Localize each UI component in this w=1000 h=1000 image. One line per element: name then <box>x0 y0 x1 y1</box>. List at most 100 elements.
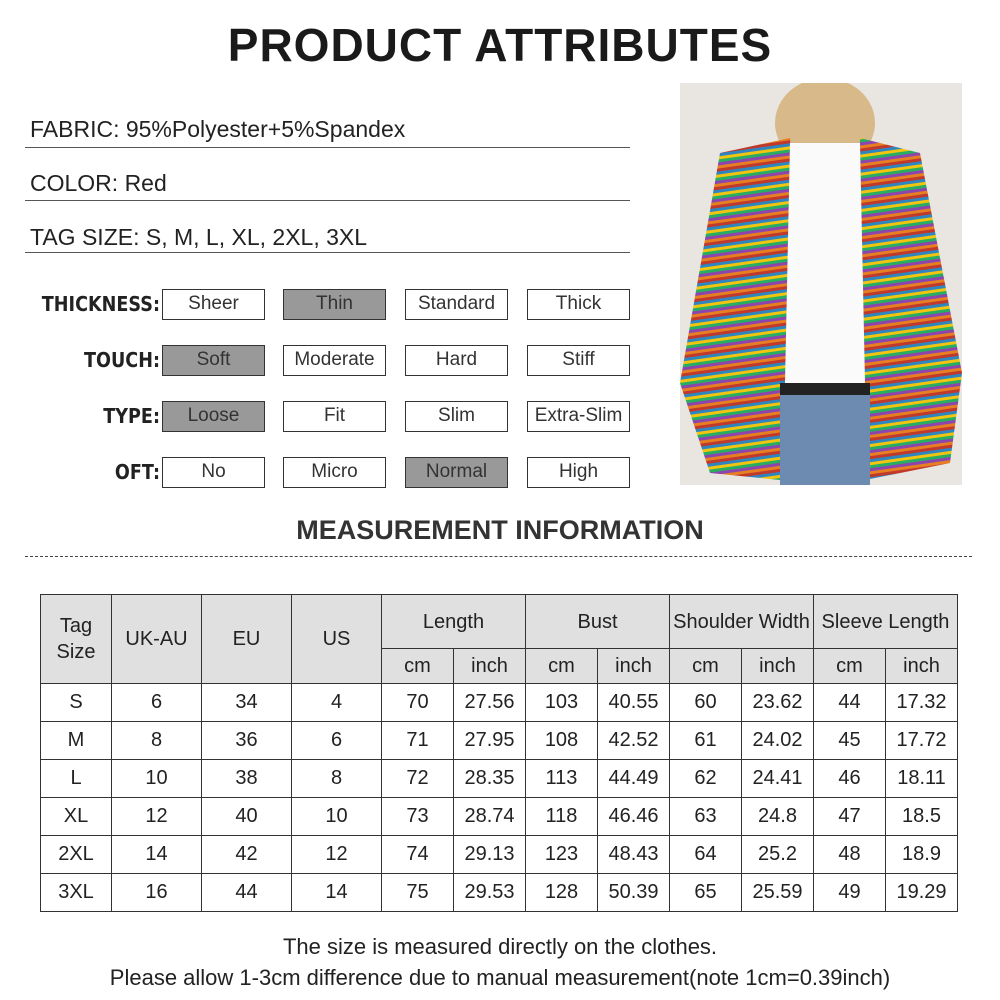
table-cell: 44.49 <box>597 759 670 798</box>
table-cell: 75 <box>381 873 454 912</box>
attribute-option: Slim <box>405 401 508 432</box>
table-cell: 14 <box>291 873 382 912</box>
table-cell: 10 <box>111 759 202 798</box>
header-eu: EU <box>201 594 292 684</box>
table-cell: 16 <box>111 873 202 912</box>
header-unit-inch: inch <box>741 648 814 684</box>
table-cell: 17.72 <box>885 721 958 760</box>
table-row: 2XL 14 42 12 74 29.13 123 48.43 64 25.2 48 18.9 <box>40 835 958 874</box>
table-cell: 4 <box>291 683 382 722</box>
attribute-option: Hard <box>405 345 508 376</box>
attribute-option: Normal <box>405 457 508 488</box>
attribute-option: Soft <box>162 345 265 376</box>
footer-note-2: Please allow 1-3cm difference due to man… <box>109 965 891 990</box>
header-unit-cm: cm <box>669 648 742 684</box>
table-cell: 18.11 <box>885 759 958 798</box>
table-cell: 42.52 <box>597 721 670 760</box>
table-cell: 29.53 <box>453 873 526 912</box>
table-cell: 27.56 <box>453 683 526 722</box>
table-cell: 48.43 <box>597 835 670 874</box>
attribute-label: TYPE: <box>103 404 160 428</box>
table-cell: 64 <box>669 835 742 874</box>
product-photo <box>680 83 962 485</box>
table-cell: 63 <box>669 797 742 836</box>
table-cell: 34 <box>201 683 292 722</box>
table-cell: 44 <box>813 683 886 722</box>
table-cell: 45 <box>813 721 886 760</box>
table-cell: M <box>40 721 112 760</box>
table-cell: 28.74 <box>453 797 526 836</box>
attribute-label: THICKNESS: <box>41 292 161 316</box>
table-cell: 29.13 <box>453 835 526 874</box>
header-bust: Bust <box>525 594 670 649</box>
header-us: US <box>291 594 382 684</box>
dashed-divider <box>25 556 972 557</box>
table-cell: L <box>40 759 112 798</box>
table-cell: 27.95 <box>453 721 526 760</box>
header-unit-inch: inch <box>453 648 526 684</box>
table-cell: 18.9 <box>885 835 958 874</box>
table-row: 3XL 16 44 14 75 29.53 128 50.39 65 25.59 49 19.29 <box>40 873 958 912</box>
table-cell: 10 <box>291 797 382 836</box>
table-cell: XL <box>40 797 112 836</box>
attribute-option: Thick <box>527 289 630 320</box>
table-cell: 8 <box>111 721 202 760</box>
table-cell: 28.35 <box>453 759 526 798</box>
table-cell: 60 <box>669 683 742 722</box>
table-cell: 40 <box>201 797 292 836</box>
table-cell: 24.41 <box>741 759 814 798</box>
header-sleeve-length: Sleeve Length <box>813 594 958 649</box>
attribute-label: OFT: <box>114 460 160 484</box>
table-cell: 42 <box>201 835 292 874</box>
header-tag-size: Tag Size <box>40 594 112 684</box>
divider <box>25 147 630 148</box>
table-cell: 12 <box>111 797 202 836</box>
header-uk-au: UK-AU <box>111 594 202 684</box>
attribute-option: Loose <box>162 401 265 432</box>
page-title: PRODUCT ATTRIBUTES <box>227 19 773 71</box>
table-cell: 46 <box>813 759 886 798</box>
header-unit-inch: inch <box>597 648 670 684</box>
table-cell: 118 <box>525 797 598 836</box>
table-cell: 72 <box>381 759 454 798</box>
table-cell: 103 <box>525 683 598 722</box>
table-cell: 18.5 <box>885 797 958 836</box>
footer-note-1: The size is measured directly on the clo… <box>282 934 718 959</box>
table-row: S 6 34 4 70 27.56 103 40.55 60 23.62 44 17.32 <box>40 683 958 722</box>
table-cell: 73 <box>381 797 454 836</box>
attribute-option: Fit <box>283 401 386 432</box>
header-unit-cm: cm <box>813 648 886 684</box>
header-unit-cm: cm <box>525 648 598 684</box>
color-spec: COLOR: Red <box>30 170 167 196</box>
table-cell: 48 <box>813 835 886 874</box>
table-cell: 62 <box>669 759 742 798</box>
table-cell: 2XL <box>40 835 112 874</box>
table-cell: 46.46 <box>597 797 670 836</box>
table-cell: 61 <box>669 721 742 760</box>
table-cell: 123 <box>525 835 598 874</box>
header-shoulder-width: Shoulder Width <box>669 594 814 649</box>
table-row: M 8 36 6 71 27.95 108 42.52 61 24.02 45 17.72 <box>40 721 958 760</box>
fabric-spec: FABRIC: 95%Polyester+5%Spandex <box>30 116 406 142</box>
header-length: Length <box>381 594 526 649</box>
table-cell: 3XL <box>40 873 112 912</box>
attribute-option: Moderate <box>283 345 386 376</box>
table-cell: 49 <box>813 873 886 912</box>
attribute-option: Extra-Slim <box>527 401 630 432</box>
table-cell: 12 <box>291 835 382 874</box>
table-cell: 6 <box>111 683 202 722</box>
header-unit-inch: inch <box>885 648 958 684</box>
table-cell: 24.02 <box>741 721 814 760</box>
divider <box>25 252 630 253</box>
divider <box>25 200 630 201</box>
table-cell: 113 <box>525 759 598 798</box>
table-cell: 74 <box>381 835 454 874</box>
tag-size-spec: TAG SIZE: S, M, L, XL, 2XL, 3XL <box>30 224 368 250</box>
attribute-option: Thin <box>283 289 386 320</box>
header-unit-cm: cm <box>381 648 454 684</box>
table-cell: 128 <box>525 873 598 912</box>
attribute-option: Micro <box>283 457 386 488</box>
table-cell: 44 <box>201 873 292 912</box>
table-row: L 10 38 8 72 28.35 113 44.49 62 24.41 46 18.11 <box>40 759 958 798</box>
table-row: XL 12 40 10 73 28.74 118 46.46 63 24.8 47 18.5 <box>40 797 958 836</box>
